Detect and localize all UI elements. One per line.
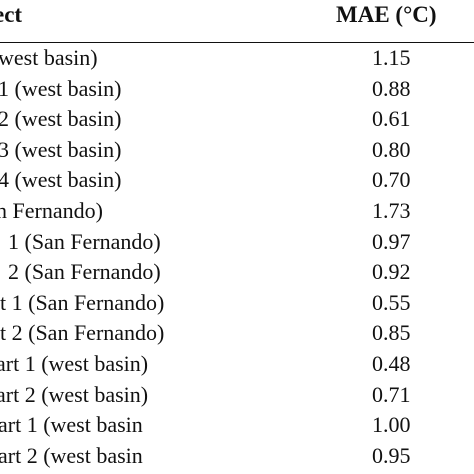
row-label: art 2 (west basin xyxy=(0,443,143,468)
table-row: 1 (San Fernando) 0.97 xyxy=(0,229,474,259)
header-divider xyxy=(0,42,474,43)
row-mae-value: 1.73 xyxy=(372,198,411,223)
row-label: 1 (San Fernando) xyxy=(8,229,161,254)
row-mae-value: 0.97 xyxy=(372,229,411,254)
table-row: 2 (San Fernando) 0.92 xyxy=(0,259,474,289)
row-label: 1 (west basin) xyxy=(0,76,122,101)
row-mae-value: 1.15 xyxy=(372,45,411,70)
row-mae-value: 0.80 xyxy=(372,137,411,162)
row-mae-value: 1.00 xyxy=(372,412,411,437)
table-row: n Fernando) 1.73 xyxy=(0,198,474,228)
table-row: art 2 (west basin 0.95 xyxy=(0,443,474,473)
table-row: art 2 (west basin) 0.71 xyxy=(0,382,474,412)
row-label: 4 (west basin) xyxy=(0,167,122,192)
row-mae-value: 0.88 xyxy=(372,76,411,101)
table-row: art 1 (west basin 1.00 xyxy=(0,412,474,442)
row-label: art 1 (west basin xyxy=(0,412,143,437)
table-row: 1 (west basin) 0.88 xyxy=(0,76,474,106)
table-row: west basin) 1.15 xyxy=(0,45,474,75)
row-label: 2 (San Fernando) xyxy=(8,259,161,284)
row-label: art 1 (west basin) xyxy=(0,351,149,376)
table-row: t 2 (San Fernando) 0.85 xyxy=(0,320,474,350)
row-mae-value: 0.55 xyxy=(372,290,411,315)
table-header: ect MAE (°C) xyxy=(0,0,474,38)
row-mae-value: 0.85 xyxy=(372,320,411,345)
row-mae-value: 0.71 xyxy=(372,382,411,407)
table-row: t 1 (San Fernando) 0.55 xyxy=(0,290,474,320)
table-row: art 1 (west basin) 0.48 xyxy=(0,351,474,381)
row-mae-value: 0.70 xyxy=(372,167,411,192)
row-label: t 1 (San Fernando) xyxy=(0,290,165,315)
column-header-mae: MAE (°C) xyxy=(336,2,437,27)
row-label: n Fernando) xyxy=(0,198,103,223)
row-mae-value: 0.95 xyxy=(372,443,411,468)
row-label: 2 (west basin) xyxy=(0,106,122,131)
table-row: 2 (west basin) 0.61 xyxy=(0,106,474,136)
row-mae-value: 0.92 xyxy=(372,259,411,284)
table-row: 3 (west basin) 0.80 xyxy=(0,137,474,167)
row-mae-value: 0.48 xyxy=(372,351,411,376)
row-label: t 2 (San Fernando) xyxy=(0,320,165,345)
row-label: art 2 (west basin) xyxy=(0,382,149,407)
column-header-subject: ect xyxy=(0,2,23,27)
row-mae-value: 0.61 xyxy=(372,106,411,131)
row-label: 3 (west basin) xyxy=(0,137,122,162)
table-row: 4 (west basin) 0.70 xyxy=(0,167,474,197)
row-label: west basin) xyxy=(0,45,98,70)
